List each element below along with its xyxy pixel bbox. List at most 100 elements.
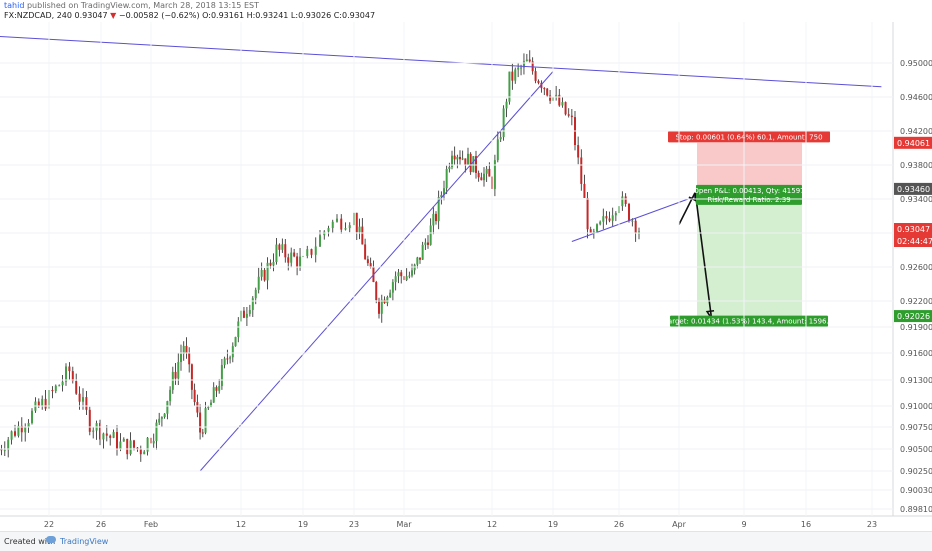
candle-body	[299, 256, 302, 267]
candle-body	[453, 155, 456, 160]
candle-body	[210, 402, 212, 407]
price-tick-label: 0.90500	[900, 445, 932, 454]
target-price-badge-box	[894, 310, 932, 323]
publish-text: published on TradingView.com, March 28, …	[26, 1, 259, 10]
candle-body	[75, 380, 78, 394]
candle-body	[608, 218, 611, 221]
created-with-text: Created with	[4, 537, 56, 546]
candle-body	[226, 358, 229, 360]
entry-price-badge-box	[894, 182, 932, 195]
candle-body	[7, 439, 10, 450]
candle-body	[306, 249, 309, 256]
candle-body	[319, 235, 321, 247]
price-tick-label: 0.90750	[900, 423, 932, 432]
candle-body	[269, 262, 272, 266]
candle-body	[237, 321, 240, 337]
candle-body	[558, 94, 561, 106]
candle-body	[31, 410, 33, 423]
candle-body	[348, 225, 351, 229]
candle-body	[459, 156, 461, 160]
down-arrow-icon: ▼	[110, 11, 117, 20]
target-price-badge: 0.92026	[897, 312, 930, 321]
candle-body	[133, 440, 135, 448]
candle-body	[99, 423, 101, 440]
candle-body	[355, 212, 358, 233]
candle-body	[546, 88, 549, 96]
candle-body	[296, 256, 299, 267]
candle-body	[605, 216, 608, 219]
price-tick-label: 0.90030	[900, 486, 932, 495]
candle-body	[218, 386, 221, 391]
candle-body	[275, 244, 278, 263]
publish-info: tahid published on TradingView.com, Marc…	[4, 1, 259, 11]
price-tick-label: 0.94200	[900, 127, 932, 136]
candle-body	[54, 385, 57, 392]
candle-body	[419, 257, 421, 260]
candle-body	[517, 67, 520, 70]
price-chart[interactable]: Stop: 0.00601 (0.64%) 60.1, Amount: 750 O…	[0, 0, 932, 531]
ohlc-values: O:0.93161 H:0.93241 L:0.93026 C:0.93047	[202, 11, 376, 20]
countdown-badge-box	[894, 235, 932, 248]
tradingview-link[interactable]: TradingView	[60, 537, 109, 546]
candle-body	[555, 94, 558, 97]
candle-body	[158, 418, 161, 423]
candle-body	[71, 371, 74, 381]
candle-body	[180, 353, 182, 363]
candle-body	[290, 252, 293, 263]
candle-body	[272, 262, 275, 266]
candle-body	[266, 262, 269, 281]
candle-body	[631, 220, 634, 222]
candle-body	[502, 108, 505, 138]
candle-body	[567, 114, 570, 116]
candle-body	[340, 218, 343, 230]
candle-body	[369, 263, 372, 268]
candle-body	[143, 451, 146, 455]
candle-body	[65, 366, 67, 382]
candle-body	[129, 440, 132, 455]
time-tick-label: 16	[801, 520, 811, 529]
candle-body	[514, 69, 517, 81]
candle-body	[190, 364, 193, 390]
price-tick-label: 0.95000	[900, 59, 932, 68]
candle-body	[589, 229, 592, 233]
candle-body	[429, 225, 432, 245]
candle-body	[281, 244, 284, 250]
candle-body	[638, 231, 640, 234]
candle-body	[386, 297, 389, 304]
entry-price-badge: 0.93460	[897, 185, 930, 194]
candle-body	[531, 61, 534, 72]
candle-body	[146, 437, 149, 452]
candle-body	[496, 139, 499, 161]
stop-label-text: Stop: 0.00601 (0.64%) 60.1, Amount: 750	[675, 133, 822, 141]
last-price-badge: 0.93047	[897, 225, 930, 234]
candle-body	[437, 197, 440, 222]
candle-body	[394, 276, 397, 283]
candle-body	[51, 390, 54, 392]
time-tick-label: Apr	[672, 520, 687, 529]
candle-body	[248, 309, 251, 314]
time-tick-label: 23	[867, 520, 877, 529]
candle-body	[331, 221, 334, 229]
candle-body	[522, 61, 525, 68]
candle-body	[242, 310, 245, 318]
candle-body	[408, 275, 411, 277]
candle-body	[220, 364, 223, 387]
candle-body	[628, 203, 630, 221]
candle-body	[112, 432, 115, 438]
price-tick-label: 0.91600	[900, 349, 932, 358]
time-tick-label: 12	[236, 520, 246, 529]
candle-body	[483, 173, 485, 181]
candle-body	[611, 215, 614, 221]
candle-body	[327, 228, 330, 232]
position-zones	[697, 142, 802, 317]
candle-body	[105, 433, 108, 436]
candle-body	[493, 160, 496, 189]
candle-body	[461, 158, 464, 160]
candle-body	[472, 156, 475, 173]
candle-body	[204, 408, 207, 433]
countdown-badge: 02:44:47	[897, 237, 932, 246]
candle-body	[260, 269, 263, 277]
author-link[interactable]: tahid	[4, 1, 25, 10]
candle-body	[480, 177, 483, 181]
open-pnl-label-text: Risk/Reward Ratio: 2.39	[707, 196, 790, 204]
